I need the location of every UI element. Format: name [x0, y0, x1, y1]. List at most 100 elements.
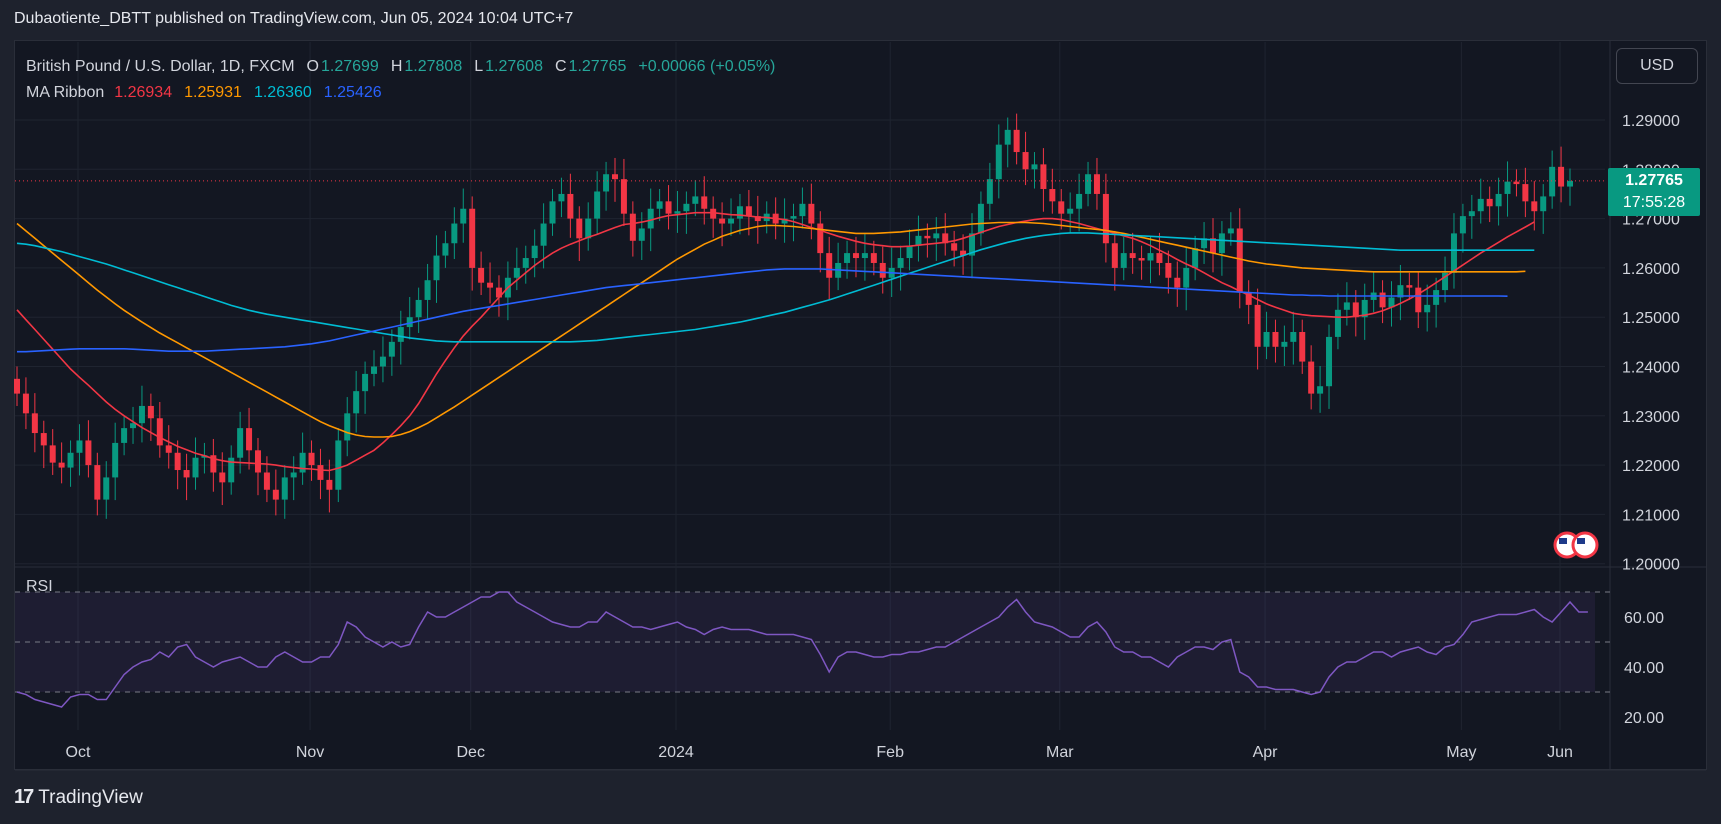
- candle-body: [67, 452, 74, 468]
- candle-body: [906, 245, 913, 259]
- candle-body: [1558, 166, 1565, 187]
- candle-body: [576, 218, 583, 239]
- candle-body: [388, 341, 395, 357]
- candle-body: [147, 405, 154, 419]
- open-value: 1.27699: [320, 58, 379, 75]
- candle-body: [986, 179, 993, 204]
- candle-body: [371, 366, 378, 374]
- candle-body: [138, 405, 145, 424]
- candle-body: [1352, 302, 1359, 318]
- candle-body: [1147, 253, 1154, 261]
- candle-body: [1192, 248, 1199, 268]
- candle-body: [210, 455, 217, 473]
- candle-body: [1326, 336, 1333, 387]
- candle-body: [379, 356, 386, 367]
- candle-body: [1013, 129, 1020, 153]
- symbol-title: British Pound / U.S. Dollar, 1D, FXCM: [26, 58, 295, 75]
- candle-body: [1022, 152, 1029, 170]
- candle-body: [31, 413, 38, 434]
- candle-body: [861, 253, 868, 259]
- candle-body: [1397, 285, 1404, 298]
- candle-body: [1093, 174, 1100, 194]
- candle-body: [995, 144, 1002, 180]
- candle-body: [531, 245, 538, 259]
- candle-body: [1450, 233, 1457, 273]
- candle-body: [1040, 164, 1047, 190]
- ma1-value: 1.26934: [114, 84, 173, 101]
- candle-body: [1067, 208, 1074, 214]
- ma-line-4: [17, 268, 1508, 353]
- candle-body: [228, 457, 235, 483]
- candle-body: [1531, 201, 1538, 212]
- candle-body: [1156, 253, 1163, 263]
- candle-body: [960, 250, 967, 256]
- price-tick-label: 1.22000: [1622, 458, 1680, 475]
- candle-body: [790, 216, 797, 219]
- candle-body: [826, 253, 833, 278]
- candle-body: [870, 253, 877, 263]
- candle-body: [299, 452, 306, 473]
- candle-body: [1361, 299, 1368, 318]
- candle-body: [897, 258, 904, 268]
- price-tick-label: 1.25000: [1622, 310, 1680, 327]
- candle-body: [701, 196, 708, 209]
- ma-legend-row: MA Ribbon 1.26934 1.25931 1.26360 1.2542…: [26, 80, 775, 106]
- candle-body: [156, 418, 163, 446]
- candle-body: [1415, 287, 1422, 313]
- price-tick-label: 1.21000: [1622, 507, 1680, 524]
- currency-button[interactable]: USD: [1616, 48, 1698, 84]
- candle-body: [1477, 198, 1484, 212]
- candle-body: [1245, 292, 1252, 305]
- candle-body: [1290, 331, 1297, 342]
- candle-body: [1334, 309, 1341, 337]
- candle-body: [460, 208, 467, 224]
- candle-body: [1442, 272, 1449, 291]
- price-tick-label: 1.29000: [1622, 113, 1680, 130]
- candle-body: [977, 203, 984, 234]
- ma3-value: 1.26360: [253, 84, 312, 101]
- candle-body: [942, 233, 949, 244]
- candle-body: [1031, 164, 1038, 170]
- candle-body: [1486, 198, 1493, 207]
- candle-body: [237, 428, 244, 458]
- candle-body: [1085, 174, 1092, 194]
- candle-body: [1183, 267, 1190, 288]
- candle-body: [192, 457, 199, 478]
- bar-countdown: 17:55:28: [1622, 194, 1686, 211]
- candle-body: [522, 258, 529, 268]
- change-value: +0.00066 (+0.05%): [638, 58, 776, 75]
- candle-body: [130, 423, 137, 429]
- candle-body: [246, 428, 253, 451]
- last-price: 1.27765: [1625, 172, 1683, 189]
- price-tick-label: 1.24000: [1622, 360, 1680, 377]
- candle-body: [40, 433, 47, 446]
- candle-body: [781, 218, 788, 224]
- candle-body: [112, 442, 119, 478]
- rsi-axis: 60.00 40.00 20.00: [1624, 610, 1664, 727]
- time-tick-label: May: [1446, 744, 1476, 761]
- candle-body: [1424, 304, 1431, 313]
- candle-body: [629, 213, 636, 241]
- candle-body: [58, 462, 65, 468]
- candle-body: [736, 206, 743, 219]
- candle-body: [683, 203, 690, 212]
- candle-body: [1004, 129, 1011, 145]
- candle-body: [397, 327, 404, 342]
- candle-body: [1317, 386, 1324, 394]
- chart-frame[interactable]: [14, 40, 1707, 770]
- candle-body: [1058, 201, 1065, 214]
- candle-body: [1120, 253, 1127, 268]
- candle-body: [754, 216, 761, 222]
- candle-body: [1567, 180, 1573, 187]
- candle-body: [1343, 302, 1350, 310]
- candle-body: [406, 317, 413, 328]
- candle-body: [272, 489, 279, 500]
- ma-ribbon-title: MA Ribbon: [26, 84, 105, 101]
- candle-body: [1388, 297, 1395, 308]
- rsi-tick-label: 40.00: [1624, 660, 1664, 677]
- ma-line-2: [16, 221, 1526, 438]
- candle-body: [121, 428, 128, 443]
- close-value: 1.27765: [568, 58, 627, 75]
- footer-brand[interactable]: 17 TradingView: [14, 786, 143, 809]
